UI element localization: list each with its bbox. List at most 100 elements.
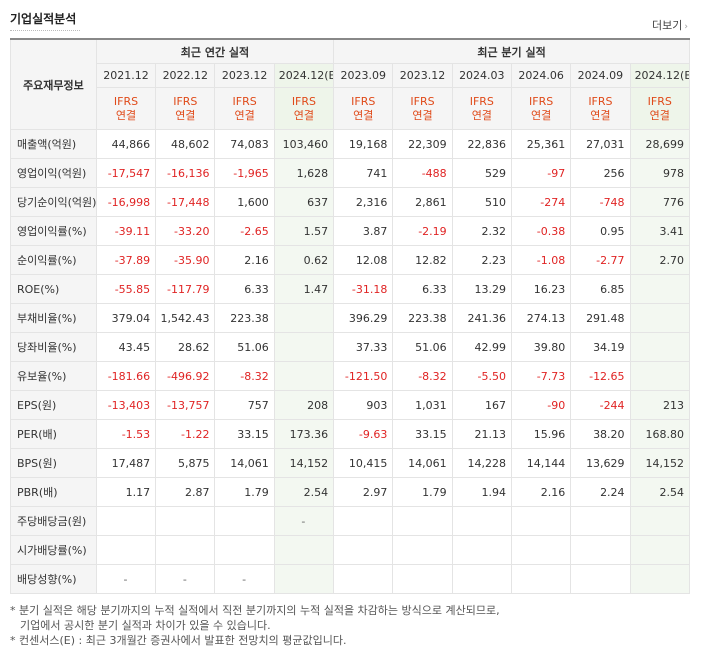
footnote-2: 기업에서 공시한 분기 실적과 차이가 있을 수 있습니다. xyxy=(20,619,271,632)
ifrs-header: IFRS 연결 xyxy=(570,87,631,130)
table-cell: 14,061 xyxy=(392,448,453,478)
table-cell: -1,965 xyxy=(214,158,275,188)
ifrs-header: IFRS 연결 xyxy=(451,87,512,130)
table-cell: 2,316 xyxy=(333,187,394,217)
table-cell xyxy=(570,564,631,594)
group-quarter: 최근 분기 실적 xyxy=(333,38,690,64)
table-cell: -2.65 xyxy=(214,216,275,246)
table-cell: - xyxy=(273,506,335,536)
period-header: 2023.12 xyxy=(392,63,453,88)
table-cell: - xyxy=(214,564,275,594)
table-cell: 12.82 xyxy=(392,245,453,275)
table-cell: 256 xyxy=(570,158,631,188)
table-cell: 38.20 xyxy=(570,419,631,449)
table-cell: 213 xyxy=(629,390,691,420)
more-label: 더보기 xyxy=(652,19,683,32)
row-label: 당기순이익(억원) xyxy=(10,187,97,217)
table-row: 배당성향(%) - - - xyxy=(10,564,691,594)
table-row: PER(배) -1.53 -1.22 33.15 173.36 -9.63 33.15 21.… xyxy=(10,419,691,449)
table-cell: 1.79 xyxy=(392,477,453,507)
table-cell: 25,361 xyxy=(510,129,572,159)
ifrs-header: IFRS 연결 xyxy=(155,87,216,130)
table-cell: 37.33 xyxy=(333,332,394,362)
table-cell: 741 xyxy=(333,158,394,188)
consolidated-label: 연결 xyxy=(115,108,137,122)
more-link[interactable]: 더보기 › xyxy=(652,17,688,33)
row-label: 영업이익(억원) xyxy=(10,158,97,188)
table-cell xyxy=(451,564,512,594)
row-label: 부채비율(%) xyxy=(10,303,97,333)
table-cell: 3.41 xyxy=(629,216,691,246)
ifrs-label: IFRS xyxy=(410,94,435,108)
table-cell: 241.36 xyxy=(451,303,512,333)
table-cell: -496.92 xyxy=(155,361,216,391)
table-cell: -13,403 xyxy=(95,390,157,420)
table-cell: 44,866 xyxy=(95,129,157,159)
row-label: 주당배당금(원) xyxy=(10,506,97,536)
table-cell xyxy=(214,506,275,536)
table-cell xyxy=(333,564,394,594)
ifrs-label: IFRS xyxy=(351,94,376,108)
table-row: 부채비율(%) 379.04 1,542.43 223.38 396.29 223.38 2… xyxy=(10,303,691,333)
table-cell: 223.38 xyxy=(214,303,275,333)
table-cell: 14,152 xyxy=(273,448,335,478)
table-cell: -117.79 xyxy=(155,274,216,304)
table-cell: 1,031 xyxy=(392,390,453,420)
consolidated-label: 연결 xyxy=(412,108,433,122)
table-cell: 379.04 xyxy=(95,303,157,333)
table-cell: 2.87 xyxy=(155,477,216,507)
table-cell: 13,629 xyxy=(570,448,631,478)
table-row: 당기순이익(억원) -16,998 -17,448 1,600 637 2,316 2,86… xyxy=(10,187,691,217)
row-label: 당좌비율(%) xyxy=(10,332,97,362)
table-cell: 2.97 xyxy=(333,477,394,507)
table-cell: -1.22 xyxy=(155,419,216,449)
period-header: 2024.12(E) xyxy=(273,63,335,88)
table-cell: 167 xyxy=(451,390,512,420)
table-cell: 12.08 xyxy=(333,245,394,275)
table-cell xyxy=(333,506,394,536)
table-row: 유보율(%) -181.66 -496.92 -8.32 -121.50 -8.32 -5.… xyxy=(10,361,691,391)
table-row: 영업이익률(%) -39.11 -33.20 -2.65 1.57 3.87 -2.19 2.… xyxy=(10,216,691,246)
table-cell: - xyxy=(95,564,157,594)
row-label: BPS(원) xyxy=(10,448,97,478)
table-cell: -1.08 xyxy=(510,245,572,275)
table-cell: 396.29 xyxy=(333,303,394,333)
ifrs-label: IFRS xyxy=(291,94,317,108)
table-cell: 2.54 xyxy=(273,477,335,507)
table-cell xyxy=(273,361,335,391)
period-header: 2024.09 xyxy=(570,63,631,88)
table-cell: -181.66 xyxy=(95,361,157,391)
table-row: EPS(원) -13,403 -13,757 757 208 903 1,031 167 -90… xyxy=(10,390,691,420)
table-cell: -17,547 xyxy=(95,158,157,188)
table-cell: -5.50 xyxy=(451,361,512,391)
ifrs-header: IFRS 연결 xyxy=(333,87,394,130)
table-row: 당좌비율(%) 43.45 28.62 51.06 37.33 51.06 42.99 39.… xyxy=(10,332,691,362)
table-cell: 74,083 xyxy=(214,129,275,159)
ifrs-header: IFRS 연결 xyxy=(95,87,157,130)
table-cell: 510 xyxy=(451,187,512,217)
consolidated-label: 연결 xyxy=(590,108,611,122)
table-cell xyxy=(629,303,691,333)
table-cell: 22,836 xyxy=(451,129,512,159)
table-cell: 27,031 xyxy=(570,129,631,159)
table-cell: 16.23 xyxy=(510,274,572,304)
table-cell: -39.11 xyxy=(95,216,157,246)
table-row: 매출액(억원) 44,866 48,602 74,083 103,460 19,168 22… xyxy=(10,129,691,159)
table-cell: -244 xyxy=(570,390,631,420)
table-cell xyxy=(629,564,691,594)
table-cell xyxy=(451,506,512,536)
table-row: 영업이익(억원) -17,547 -16,136 -1,965 1,628 741 -488… xyxy=(10,158,691,188)
table-cell: 757 xyxy=(214,390,275,420)
table-cell: 14,061 xyxy=(214,448,275,478)
table-cell: 39.80 xyxy=(510,332,572,362)
table-cell: 6.33 xyxy=(392,274,453,304)
consolidated-label: 연결 xyxy=(293,108,315,122)
table-cell: -7.73 xyxy=(510,361,572,391)
section-title: 기업실적분석 xyxy=(10,12,81,31)
ifrs-label: IFRS xyxy=(173,94,198,108)
table-cell xyxy=(155,506,216,536)
table-cell: -121.50 xyxy=(333,361,394,391)
table-cell: 28.62 xyxy=(155,332,216,362)
table-cell xyxy=(95,506,157,536)
table-cell: 903 xyxy=(333,390,394,420)
